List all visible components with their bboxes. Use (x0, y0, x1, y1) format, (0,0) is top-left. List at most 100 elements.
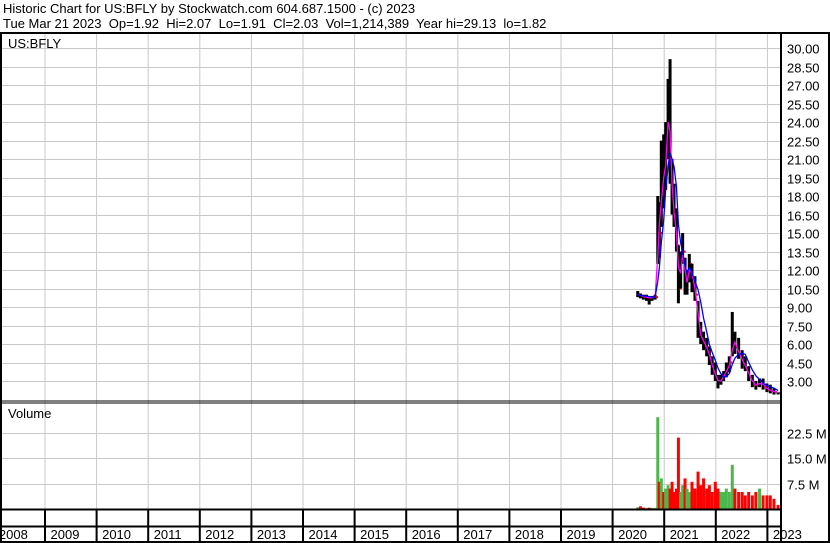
volume-bar (681, 485, 685, 509)
volume-bar (636, 507, 640, 509)
volume-bar (650, 507, 654, 509)
volume-bar (719, 492, 723, 509)
volume-bar (750, 495, 754, 509)
symbol-label: US:BFLY (8, 36, 62, 51)
volume-bar (737, 492, 741, 509)
price-tick-label: 3.00 (787, 375, 812, 390)
volume-bar (666, 485, 670, 509)
volume-bar (690, 481, 694, 509)
x-tick-label: 2021 (670, 527, 699, 542)
x-tick-label: 2011 (154, 527, 182, 542)
volume-bar (743, 495, 747, 509)
close-dot (730, 361, 733, 364)
volume-bar (722, 492, 726, 509)
price-tick-label: 12.00 (787, 264, 820, 279)
x-tick-label: 2019 (567, 527, 596, 542)
x-tick-label: 2008 (0, 527, 28, 542)
volume-bar (693, 488, 697, 509)
price-tick-label: 7.50 (787, 320, 812, 335)
quote-summary: Tue Mar 21 2023 Op=1.92 Hi=2.07 Lo=1.91 … (3, 16, 547, 31)
x-tick-label: 2020 (618, 527, 647, 542)
volume-bar (733, 488, 737, 509)
price-tick-label: 25.50 (787, 98, 820, 113)
volume-label: Volume (8, 406, 51, 421)
volume-bar (761, 495, 765, 509)
volume-bar (647, 507, 651, 509)
volume-bar (696, 471, 700, 509)
price-tick-label: 15.00 (787, 227, 820, 242)
volume-bar (645, 507, 648, 509)
x-tick-label: 2010 (102, 527, 131, 542)
volume-bar (656, 417, 660, 509)
x-tick-label: 2022 (721, 527, 750, 542)
volume-bar (705, 488, 709, 509)
volume-bar (768, 495, 772, 509)
volume-bar (730, 464, 734, 509)
close-dot (660, 232, 663, 235)
volume-bar (676, 437, 680, 509)
price-tick-label: 22.50 (787, 135, 820, 150)
x-tick-label: 2017 (463, 527, 492, 542)
volume-bar (638, 506, 642, 509)
volume-bar (685, 488, 689, 509)
volume-bar (727, 492, 731, 509)
volume-bar (670, 481, 674, 509)
volume-bar (664, 488, 668, 509)
volume-tick-label: 22.5 M (787, 427, 827, 442)
chart-border (0, 32, 830, 543)
price-tick-label: 19.50 (787, 172, 820, 187)
price-tick-label: 30.00 (787, 42, 820, 57)
volume-bar (662, 492, 666, 509)
volume-bar (702, 478, 706, 509)
price-tick-label: 27.00 (787, 79, 820, 94)
price-tick-label: 18.00 (787, 190, 820, 205)
price-tick-label: 6.00 (787, 338, 812, 353)
x-tick-label: 2015 (360, 527, 389, 542)
volume-bar (710, 492, 714, 509)
volume-bar (699, 485, 703, 509)
volume-bar (672, 492, 676, 509)
volume-bar (747, 492, 751, 509)
long-moving-average-line (637, 152, 779, 392)
price-tick-label: 9.00 (787, 301, 812, 316)
price-tick-label: 16.50 (787, 209, 820, 224)
volume-bar (674, 488, 678, 509)
volume-bar (724, 488, 728, 509)
x-tick-label: 2013 (257, 527, 286, 542)
x-tick-label: 2012 (205, 527, 234, 542)
close-dot (683, 250, 686, 253)
price-tick-label: 28.50 (787, 61, 820, 76)
volume-bar (758, 488, 762, 509)
volume-bar (641, 507, 645, 509)
price-tick-label: 21.00 (787, 153, 820, 168)
volume-bar (740, 492, 744, 509)
volume-bar (716, 488, 720, 509)
x-tick-label: 2018 (515, 527, 544, 542)
price-tick-label: 4.50 (787, 357, 812, 372)
volume-tick-label: 7.5 M (787, 478, 820, 493)
x-tick-label: 2016 (412, 527, 441, 542)
x-tick-label: 2023 (773, 527, 802, 542)
close-dot (695, 293, 698, 296)
price-tick-label: 13.50 (787, 246, 820, 261)
chart-title: Historic Chart for US:BFLY by Stockwatch… (3, 1, 416, 16)
volume-bar (776, 504, 780, 509)
volume-bar (772, 498, 776, 509)
volume-bar (765, 495, 769, 509)
volume-bar (707, 485, 711, 509)
volume-bar (657, 481, 661, 509)
volume-bar (713, 481, 717, 509)
x-tick-label: 2009 (51, 527, 80, 542)
volume-bar (659, 478, 663, 509)
volume-bar (754, 492, 758, 509)
volume-bar (683, 478, 687, 509)
close-dot (753, 383, 756, 386)
volume-bar (668, 488, 672, 509)
price-tick-label: 24.00 (787, 116, 820, 131)
volume-bar (653, 507, 657, 509)
volume-bar (687, 492, 691, 509)
price-tick-label: 10.50 (787, 283, 820, 298)
close-dot (756, 384, 759, 387)
x-tick-label: 2014 (309, 527, 338, 542)
